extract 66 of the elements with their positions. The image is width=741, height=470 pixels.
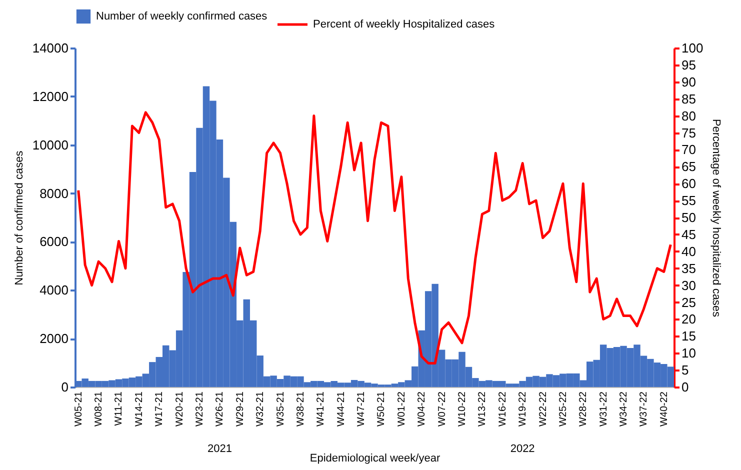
y2-tick-label: 85 bbox=[682, 91, 696, 106]
y2-tick-label: 90 bbox=[682, 74, 696, 90]
x-tick-label: W38-21 bbox=[295, 391, 306, 427]
y-tick-label: 6000 bbox=[40, 234, 68, 250]
x-tick-label: W19-22 bbox=[518, 391, 529, 427]
y2-tick-label: 95 bbox=[682, 57, 696, 72]
x-tick-label: W11-21 bbox=[114, 391, 125, 426]
y-tick-label: 12000 bbox=[32, 88, 68, 104]
y-tick-label: 8000 bbox=[40, 186, 68, 201]
y2-tick-label: 80 bbox=[682, 108, 696, 124]
x-tick-label: W47-21 bbox=[356, 391, 368, 427]
x-tick-label: W32-21 bbox=[255, 391, 266, 427]
x-tick-label: W08-21 bbox=[94, 391, 105, 427]
x-tick-label: W41-21 bbox=[316, 391, 327, 427]
y2-tick-label: 10 bbox=[682, 346, 696, 361]
y2-tick-label: 15 bbox=[682, 328, 696, 344]
y2-axis-title: Percentage of weekly hospitalized cases bbox=[710, 118, 722, 318]
x-tick-label: W07-22 bbox=[436, 391, 448, 427]
y2-tick-label: 25 bbox=[682, 294, 696, 310]
x-tick-label: W26-21 bbox=[214, 391, 226, 427]
y2-tick-label: 45 bbox=[682, 226, 696, 242]
x-tick-label: W05-21 bbox=[73, 391, 84, 427]
x-tick-label: W22-22 bbox=[538, 391, 549, 427]
y2-tick-label: 65 bbox=[682, 159, 696, 174]
x-tick-label: W31-22 bbox=[598, 391, 610, 427]
y2-tick-label: 75 bbox=[682, 125, 696, 140]
x-tick-label: W13-22 bbox=[477, 391, 488, 427]
x-tick-label: W25-22 bbox=[558, 391, 569, 427]
x-tick-label: W29-21 bbox=[234, 391, 246, 427]
y2-tick-label: 60 bbox=[682, 176, 696, 192]
y-tick-label: 2000 bbox=[40, 331, 68, 346]
x-tick-label: W40-22 bbox=[658, 391, 670, 427]
y-axis-title: Number of confirmed cases bbox=[13, 150, 26, 286]
legend-label: Percent of weekly Hospitalized cases bbox=[313, 18, 496, 30]
x-tick-label: W16-22 bbox=[497, 391, 508, 427]
y2-tick-label: 70 bbox=[682, 142, 696, 158]
x-tick-label: W34-22 bbox=[618, 391, 630, 427]
y-tick-label: 0 bbox=[61, 380, 68, 394]
x-tick-label: W20-21 bbox=[174, 391, 186, 427]
y-tick-label: 4000 bbox=[40, 282, 68, 298]
x-tick-label: W23-21 bbox=[194, 391, 206, 427]
x-tick-label: W01-22 bbox=[396, 391, 408, 427]
y2-tick-label: 50 bbox=[682, 210, 696, 225]
x-tick-label: W35-21 bbox=[275, 391, 286, 427]
text: 2021 bbox=[207, 443, 232, 455]
y-tick-label: 14000 bbox=[32, 40, 68, 56]
legend-label: Number of weekly confirmed cases bbox=[96, 10, 268, 22]
y2-tick-label: 35 bbox=[682, 260, 696, 276]
x-tick-label: W37-22 bbox=[638, 391, 650, 427]
x-axis-title: Epidemiological week/year bbox=[310, 452, 440, 465]
y2-tick-label: 40 bbox=[682, 244, 696, 259]
x-tick-label: W04-22 bbox=[416, 391, 428, 427]
x-tick-label: W14-21 bbox=[134, 391, 145, 427]
x-tick-label: W44-21 bbox=[336, 391, 347, 427]
x-tick-label: W10-22 bbox=[456, 391, 468, 427]
text: 2022 bbox=[510, 443, 535, 455]
y-tick-label: 10000 bbox=[32, 137, 68, 152]
x-tick-label: W28-22 bbox=[578, 391, 590, 427]
x-tick-label: W17-21 bbox=[154, 391, 166, 427]
y2-tick-label: 100 bbox=[682, 40, 704, 56]
y2-tick-label: 30 bbox=[682, 278, 696, 293]
x-tick-label: W50-21 bbox=[376, 391, 388, 427]
y2-tick-label: 55 bbox=[682, 193, 696, 208]
y2-tick-label: 20 bbox=[682, 312, 696, 327]
y2-tick-label: 5 bbox=[682, 362, 689, 378]
y2-tick-label: 0 bbox=[682, 380, 689, 394]
